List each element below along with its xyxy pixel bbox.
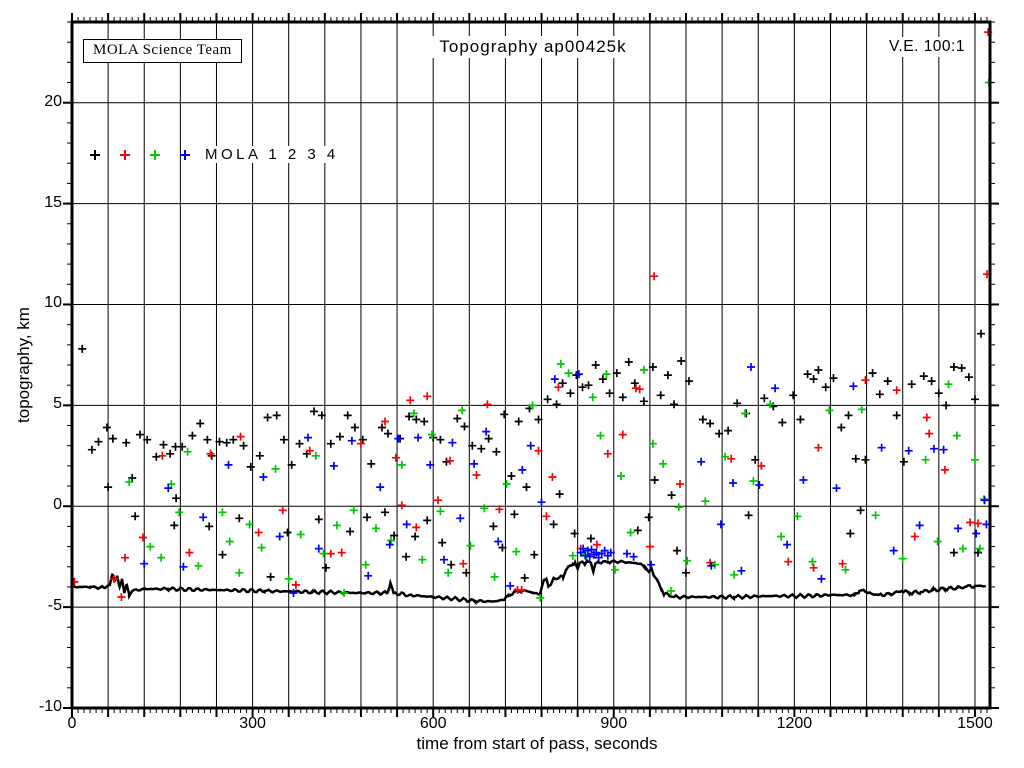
- ground-track-line: [71, 558, 987, 606]
- plot-frame: [70, 20, 992, 710]
- watermark-text: MOLA Science Team: [93, 42, 232, 58]
- axis-ticks: [63, 13, 999, 717]
- watermark-box: MOLA Science Team: [83, 39, 242, 63]
- gridlines: [72, 22, 990, 708]
- y-tick-label: 15: [44, 193, 62, 211]
- x-tick-label: 600: [419, 715, 447, 732]
- x-axis-label: time from start of pass, seconds: [416, 734, 658, 753]
- x-tick-label: 1200: [776, 715, 813, 732]
- y-tick-label: 10: [44, 294, 62, 312]
- scatter-points: [70, 28, 993, 602]
- y-tick-label: 20: [44, 92, 62, 110]
- vertical-exaggeration-label: V.E. 100:1: [883, 37, 971, 57]
- y-tick-label: -5: [47, 597, 62, 615]
- x-tick-label: 300: [239, 715, 266, 732]
- y-tick-label: -10: [38, 698, 62, 715]
- x-tick-label: 1500: [957, 715, 993, 732]
- x-tick-label: 0: [67, 715, 77, 732]
- x-tick-label: 900: [600, 715, 628, 732]
- y-tick-label: 5: [53, 395, 62, 413]
- y-tick-label: 0: [53, 496, 62, 514]
- chart-title: Topography ap00425k: [431, 36, 635, 58]
- legend-markers: [90, 150, 190, 160]
- legend-label: MOLA 1 2 3 4: [202, 146, 342, 163]
